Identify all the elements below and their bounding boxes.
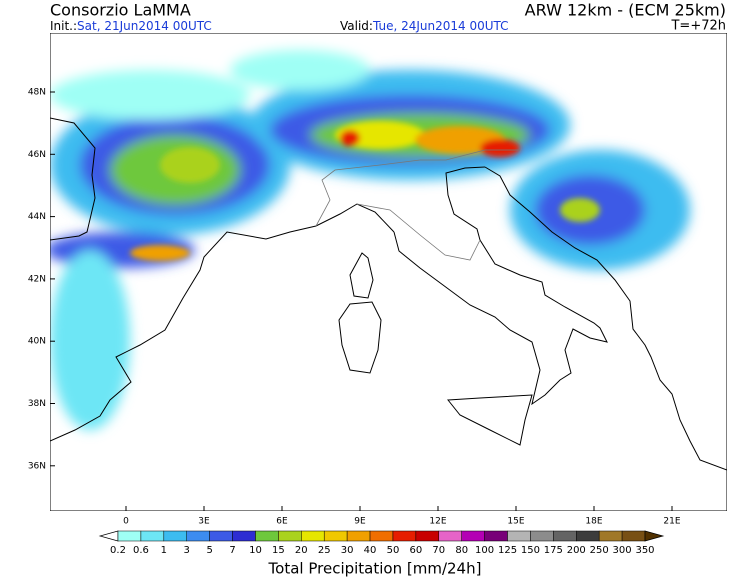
init-label: Init.: <box>50 19 77 33</box>
lon-label: 12E <box>429 517 446 527</box>
legend-arrow <box>644 530 665 542</box>
legend-level: 10 <box>249 545 262 556</box>
legend-swatch <box>117 530 142 542</box>
lon-label: 0 <box>123 517 129 527</box>
lat-label: 40N <box>28 337 46 347</box>
lat-label: 42N <box>28 274 46 284</box>
legend-swatch <box>186 530 210 542</box>
legend-swatch <box>346 530 371 542</box>
header-title: Consorzio LaMMA <box>50 1 191 20</box>
legend-level: 7 <box>229 545 235 556</box>
legend-swatch <box>140 530 165 542</box>
lead-time: T=+72h <box>670 19 726 34</box>
legend-swatch <box>461 530 485 542</box>
legend-swatch <box>323 530 348 542</box>
legend-swatch <box>255 530 279 542</box>
legend-level: 1 <box>161 545 167 556</box>
legend-swatch <box>621 530 646 542</box>
legend-level: 20 <box>295 545 308 556</box>
legend-level: 60 <box>410 545 423 556</box>
coastline-west <box>50 117 395 442</box>
legend-level: 250 <box>590 545 609 556</box>
legend-level: 30 <box>341 545 354 556</box>
legend-level: 25 <box>318 545 331 556</box>
valid-label: Valid: <box>340 19 373 33</box>
map-axes: 48N 46N 44N 42N 40N 38N 36N 0 3E 6E 9E 12E 15E 18E 21E <box>28 88 681 527</box>
legend-level: 0.2 <box>110 545 126 556</box>
legend-level: 15 <box>272 545 285 556</box>
legend-swatch <box>484 530 508 542</box>
legend-level: 175 <box>544 545 563 556</box>
legend-level: 125 <box>498 545 517 556</box>
legend-level: 40 <box>364 545 377 556</box>
legend-level: 80 <box>455 545 468 556</box>
legend-arrow <box>98 530 119 542</box>
valid-date: Tue, 24Jun2014 00UTC <box>372 19 509 33</box>
legend-level: 150 <box>521 545 540 556</box>
lon-label: 18E <box>585 517 602 527</box>
legend-swatch <box>163 530 187 542</box>
legend-swatch <box>415 530 440 542</box>
legend-swatch <box>232 530 256 542</box>
lat-label: 48N <box>28 88 46 98</box>
legend-swatch <box>507 530 531 542</box>
lat-label: 46N <box>28 150 46 160</box>
lat-label: 38N <box>28 399 46 409</box>
coastline-adriatic-east <box>484 166 727 471</box>
lon-label: 3E <box>198 517 210 527</box>
legend-title: Total Precipitation [mm/24h] <box>268 560 482 578</box>
sicily <box>447 394 533 446</box>
legend-swatch <box>530 530 554 542</box>
lon-label: 15E <box>507 517 524 527</box>
init-date: Sat, 21Jun2014 00UTC <box>77 19 212 33</box>
lon-label: 6E <box>276 517 288 527</box>
legend-swatch <box>392 530 417 542</box>
legend: 0.2 0.6 1 3 5 7 10 15 20 25 30 40 50 60 70 80 100 125 150 1… <box>98 530 665 556</box>
legend-level: 200 <box>567 545 586 556</box>
legend-level: 0.6 <box>133 545 149 556</box>
lat-label: 36N <box>28 461 46 471</box>
lon-label: 9E <box>354 517 366 527</box>
corsica <box>349 252 374 299</box>
legend-level: 3 <box>184 545 190 556</box>
coastline-italy <box>393 166 608 406</box>
legend-swatch <box>553 530 577 542</box>
legend-level: 50 <box>387 545 400 556</box>
legend-level: 5 <box>206 545 212 556</box>
map-area <box>50 33 727 511</box>
legend-level: 350 <box>635 545 654 556</box>
legend-swatch <box>598 530 623 542</box>
legend-swatch <box>369 530 394 542</box>
valid-line: Valid:Tue, 24Jun2014 00UTC <box>340 19 509 33</box>
legend-swatch <box>278 530 302 542</box>
legend-level: 100 <box>475 545 494 556</box>
lat-label: 44N <box>28 212 46 222</box>
sardinia <box>338 301 382 374</box>
country-borders <box>315 149 520 261</box>
legend-swatch <box>576 530 600 542</box>
legend-level: 70 <box>432 545 445 556</box>
init-line: Init.:Sat, 21Jun2014 00UTC <box>50 19 212 33</box>
legend-swatch <box>438 530 462 542</box>
precip-cores <box>130 121 600 261</box>
legend-swatch <box>301 530 325 542</box>
lon-label: 21E <box>663 517 680 527</box>
model-label: ARW 12km - (ECM 25km) <box>525 1 726 20</box>
legend-level: 300 <box>613 545 632 556</box>
legend-swatch <box>209 530 233 542</box>
